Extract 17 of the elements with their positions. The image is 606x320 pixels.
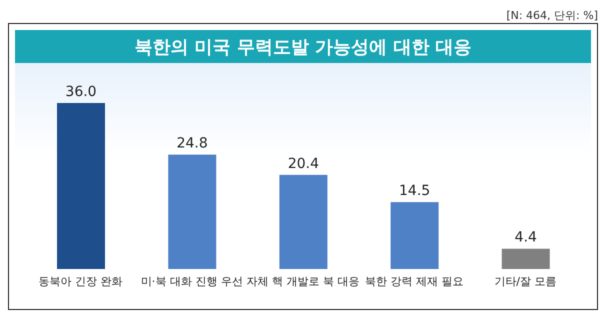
data-label: 36.0: [65, 84, 97, 100]
bar: [168, 154, 216, 269]
data-label: 14.5: [399, 183, 430, 200]
x-tick-label: 북한 강력 제재 필요: [364, 274, 464, 288]
chart-title: 북한의 미국 무력도발 가능성에 대한 대응: [15, 30, 591, 63]
bar: [502, 248, 550, 269]
x-tick-label: 미·북 대화 진행 우선: [140, 274, 243, 288]
data-label: 24.8: [176, 136, 208, 152]
x-tick-label: 기타/잘 모름: [494, 274, 556, 288]
x-tick-label: 동북아 긴장 완화: [38, 274, 123, 288]
x-tick-label: 자체 핵 개발로 북 대응: [246, 274, 360, 288]
data-label: 4.4: [514, 230, 538, 246]
text: [N: 464, 단위: %]: [506, 8, 598, 23]
bar: [57, 103, 105, 269]
data-label: 20.4: [288, 156, 320, 172]
bar: [390, 202, 439, 269]
bar: [279, 174, 328, 269]
